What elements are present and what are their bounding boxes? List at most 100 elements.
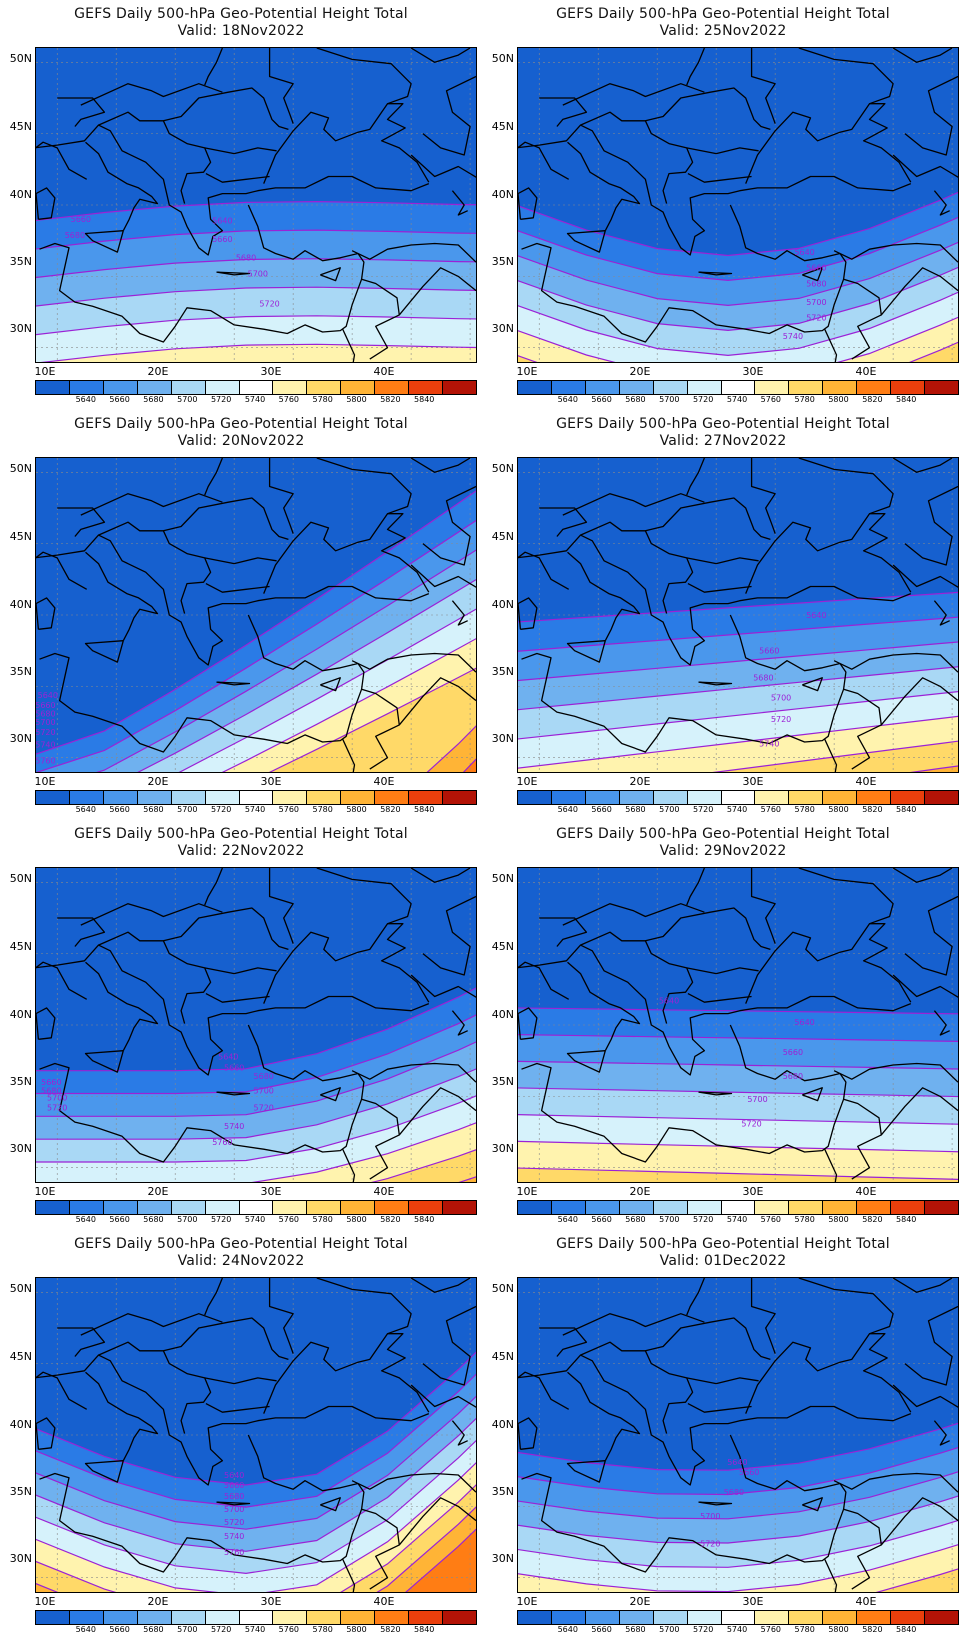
- colorbar-level-label: 5800: [346, 395, 367, 404]
- coastline: [698, 1091, 733, 1096]
- contour-line: [36, 1041, 476, 1117]
- coastline: [904, 895, 958, 976]
- colorbar-swatch: [551, 1611, 586, 1624]
- colorbar-level-label: 5800: [828, 395, 849, 404]
- coastline: [580, 111, 694, 204]
- coastline: [216, 681, 251, 686]
- colorbar-level-label: 5700: [659, 1625, 680, 1634]
- coastline: [824, 1148, 838, 1182]
- colorbar-level-label: 5780: [312, 1215, 333, 1224]
- colorbar-swatch: [409, 1611, 444, 1624]
- coastline: [833, 1062, 958, 1083]
- contour-label: 5700: [254, 1087, 274, 1096]
- contour-line: [518, 341, 958, 362]
- coastline: [85, 141, 159, 231]
- colorbar-swatch: [619, 1201, 654, 1214]
- colorbar-swatch: [69, 381, 104, 394]
- coastline: [880, 1497, 958, 1546]
- coastline: [904, 75, 958, 156]
- lon-tick-label: 20E: [147, 365, 169, 378]
- lon-tick-label: 40E: [373, 1185, 395, 1198]
- colorbar-level-label: 5680: [625, 1625, 646, 1634]
- coastline: [580, 1341, 694, 1434]
- colorbar-level-label: 5780: [794, 1625, 815, 1634]
- coastline: [57, 1327, 106, 1357]
- contour-label: 5760: [212, 1138, 232, 1147]
- contour-line: [518, 591, 958, 623]
- coastline: [410, 974, 476, 998]
- contour-label: 5640: [794, 1018, 814, 1027]
- colorbar-level-label: 5660: [109, 1625, 130, 1634]
- coastline: [36, 187, 56, 220]
- contour-label: 5640: [224, 1471, 244, 1480]
- panel-valid-date: Valid: 22Nov2022: [177, 843, 305, 859]
- coastline: [566, 1050, 606, 1073]
- contour-line: [36, 315, 476, 336]
- coastline: [933, 1010, 950, 1036]
- coastline: [80, 1313, 223, 1336]
- colorbar-swatch: [171, 1201, 206, 1214]
- coastline: [802, 1497, 823, 1512]
- colorbar-swatch: [823, 1611, 858, 1624]
- lon-tick-label: 30E: [742, 775, 764, 788]
- colorbar-swatch: [36, 381, 70, 394]
- height-map: 5640 5640 5660 5680 5700 5720: [517, 867, 959, 1183]
- colorbar-swatch: [925, 1201, 958, 1214]
- height-band-5740: [255, 1122, 476, 1182]
- colorbar-level-label: 5840: [896, 1625, 917, 1634]
- coastline: [263, 103, 430, 184]
- lat-tick-label: 45N: [491, 1350, 514, 1363]
- colorbar-level-label: 5660: [109, 805, 130, 814]
- coastline: [892, 154, 958, 178]
- coastline: [750, 48, 776, 124]
- colorbar-level-label: 5760: [760, 805, 782, 814]
- contour-label: 5700: [806, 298, 826, 307]
- coastline: [892, 48, 953, 63]
- coastline: [521, 614, 847, 753]
- contour-line: [712, 740, 958, 772]
- coastline: [824, 1558, 838, 1592]
- colorbar-swatch: [205, 381, 240, 394]
- colorbar-swatch: [307, 791, 342, 804]
- contour-label: 5680: [236, 254, 256, 263]
- colorbar-swatch: [443, 1611, 476, 1624]
- colorbar-swatch: [518, 381, 552, 394]
- lon-tick-label: 30E: [742, 365, 764, 378]
- contour-line: [36, 1095, 476, 1163]
- coastline: [833, 1472, 958, 1493]
- colorbar-swatch: [551, 1201, 586, 1214]
- coastline: [562, 1313, 705, 1336]
- coastline: [933, 600, 950, 626]
- colorbar-level-label: 5720: [692, 805, 714, 814]
- contour-label: 5720: [700, 1539, 720, 1548]
- coastline: [892, 974, 958, 998]
- coastline: [566, 640, 606, 663]
- colorbar-swatch: [36, 1201, 70, 1214]
- coastline: [57, 97, 106, 127]
- coastline: [567, 551, 641, 641]
- contour-label: 5640: [806, 611, 826, 620]
- colorbar-swatch: [341, 1611, 376, 1624]
- contour-line: [518, 1114, 958, 1125]
- contour-label: 5660: [739, 1468, 759, 1477]
- contour-label: 5720: [36, 728, 56, 737]
- map-panel: GEFS Daily 500-hPa Geo-Potential Height …: [482, 0, 964, 410]
- lon-tick-label: 30E: [742, 1185, 764, 1198]
- coastline: [36, 534, 430, 666]
- map-panel: GEFS Daily 500-hPa Geo-Potential Height …: [482, 410, 964, 820]
- colorbar-level-label: 5640: [557, 1215, 578, 1224]
- coastline: [57, 917, 106, 947]
- lon-tick-label: 10E: [34, 775, 56, 788]
- contour-label: 5720: [47, 1104, 67, 1113]
- contour-line: [518, 1544, 958, 1592]
- contour-line: [36, 1439, 476, 1575]
- coastline: [518, 141, 570, 180]
- colorbar-swatch: [273, 381, 308, 394]
- contour-label: 5740: [783, 332, 803, 341]
- colorbar-swatch: [925, 791, 958, 804]
- coastline: [422, 895, 476, 976]
- contour-label: 5660: [212, 235, 232, 244]
- coastline: [204, 967, 277, 975]
- lat-tick-label: 45N: [9, 940, 32, 953]
- coastline: [645, 497, 771, 541]
